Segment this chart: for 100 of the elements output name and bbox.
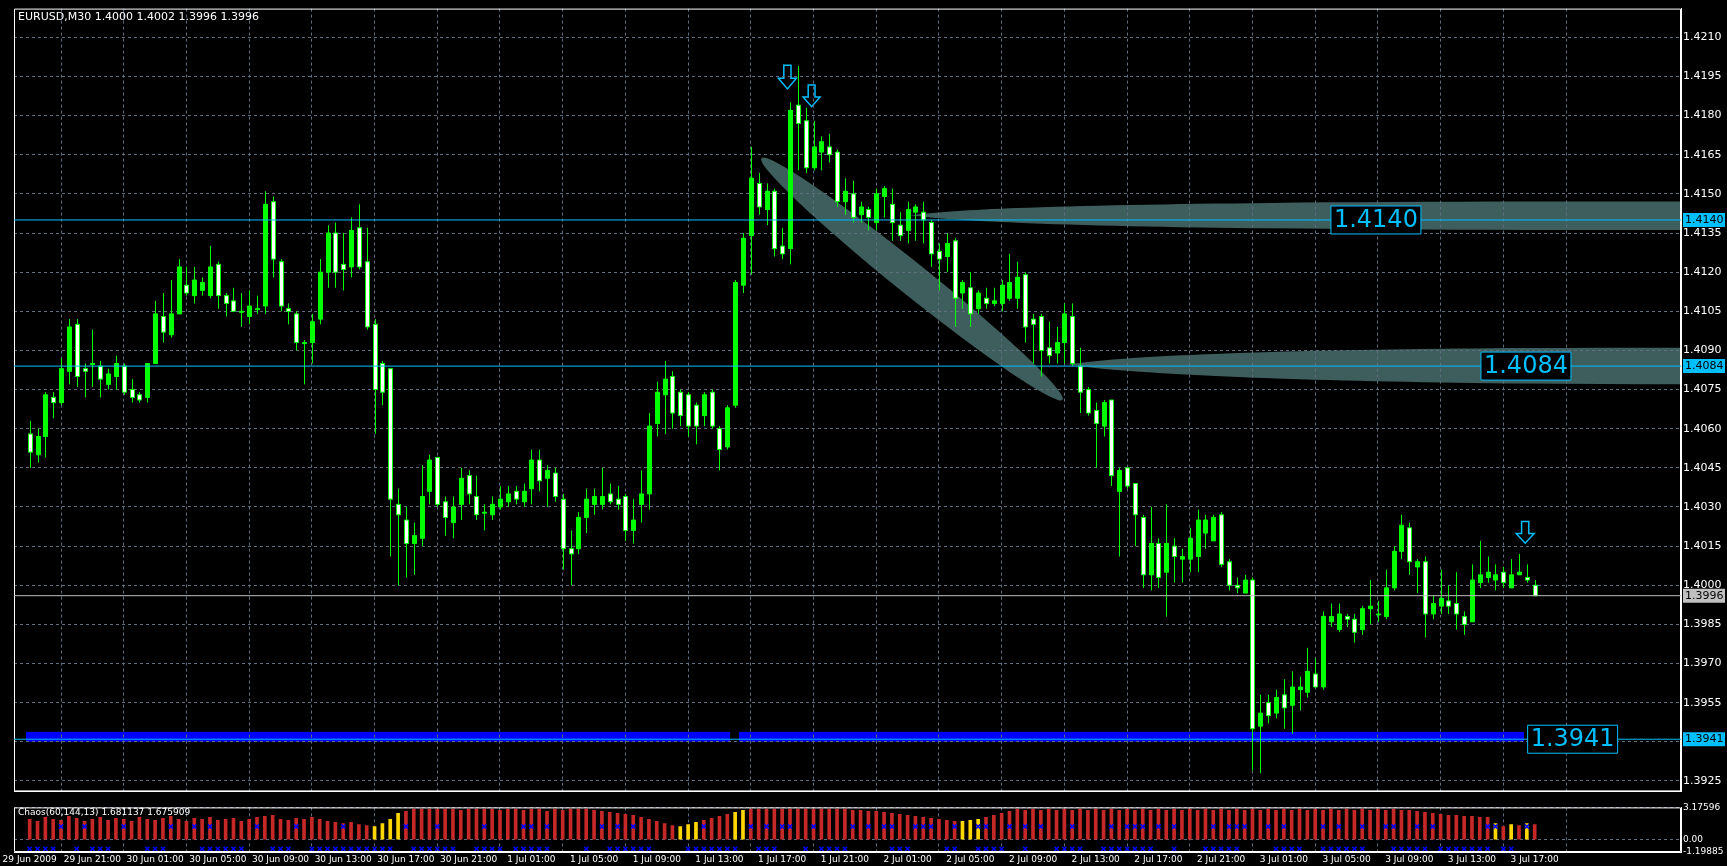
x-tick-label: 30 Jun 13:00	[314, 853, 373, 864]
x-tick-label: 2 Jul 09:00	[1008, 853, 1058, 864]
y-tick-label: 1.3955	[1683, 695, 1722, 709]
bar	[968, 820, 973, 840]
bar	[1289, 809, 1294, 840]
y-tick-label: 1.4060	[1683, 421, 1722, 435]
y-tick-label: 1.4075	[1683, 382, 1722, 396]
bar	[411, 808, 416, 840]
bar	[1086, 809, 1090, 840]
bar	[153, 820, 157, 840]
y-tick-label: 1.4135	[1683, 225, 1722, 239]
y-tick-label: 1.3970	[1683, 656, 1722, 670]
x-tick-label: 1 Jul 01:00	[507, 853, 556, 864]
bar	[506, 808, 510, 840]
candlestick	[83, 362, 88, 398]
candlestick	[819, 135, 824, 171]
y-tick-label: 1.4150	[1683, 186, 1722, 200]
y-tick-label: 1.4105	[1683, 304, 1722, 318]
x-tick-label: 2 Jul 13:00	[1071, 853, 1121, 864]
bar	[247, 819, 251, 840]
candlestick	[1446, 584, 1451, 615]
bar	[944, 820, 949, 840]
candlestick	[592, 488, 597, 516]
bar	[937, 819, 941, 840]
candlestick	[913, 203, 918, 242]
x-tick-label: 29 Jun 2009	[2, 853, 58, 864]
y-tick-label: -1.19885	[1683, 846, 1724, 857]
bar	[1376, 808, 1380, 840]
candlestick	[443, 496, 448, 537]
ref-line-label: 1.3941	[1530, 724, 1615, 753]
bar	[1313, 808, 1318, 840]
candlestick	[1039, 313, 1044, 378]
bar	[1274, 809, 1278, 840]
candlestick	[600, 467, 605, 511]
bar	[310, 817, 314, 840]
bar	[270, 814, 275, 840]
y-tick-label: 1.4180	[1683, 108, 1722, 122]
bar	[215, 820, 220, 840]
y-tick-label: 1.4030	[1683, 499, 1722, 513]
bar	[200, 819, 204, 840]
bar	[498, 809, 502, 840]
x-tick-label: 29 Jun 21:00	[63, 853, 122, 864]
bar	[114, 818, 118, 840]
bar	[51, 819, 56, 840]
x-tick-label: 3 Jul 01:00	[1259, 853, 1309, 864]
candlestick	[1227, 558, 1232, 591]
bar	[443, 808, 447, 840]
bar	[317, 819, 322, 840]
x-tick-label: 1 Jul 21:00	[820, 853, 870, 864]
bar	[1180, 809, 1184, 840]
bar	[161, 818, 165, 840]
bar	[647, 819, 651, 840]
candlestick	[1086, 386, 1091, 417]
candlestick	[1493, 563, 1498, 591]
bar	[1031, 808, 1035, 840]
x-tick-label: 30 Jun 09:00	[251, 853, 310, 864]
candlestick	[412, 522, 417, 576]
bar	[1509, 824, 1513, 840]
candlestick	[224, 292, 229, 317]
x-tick-label: 3 Jul 17:00	[1510, 853, 1560, 864]
chart-title: EURUSD,M30 1.4000 1.4002 1.3996 1.3996	[18, 9, 260, 23]
bar	[106, 820, 110, 840]
candlestick	[686, 391, 691, 438]
bar	[27, 819, 32, 840]
bar	[897, 813, 902, 840]
y-tick-label: 1.4045	[1683, 460, 1722, 474]
bar	[263, 816, 267, 840]
candlestick	[851, 180, 856, 224]
bar	[560, 809, 565, 840]
bar	[1532, 824, 1537, 840]
bar	[796, 808, 800, 840]
candlestick	[953, 237, 958, 328]
x-tick-label: 1 Jul 05:00	[569, 853, 619, 864]
candlestick	[639, 469, 644, 524]
bar	[364, 825, 369, 840]
y-tick-label: 1.4195	[1683, 69, 1722, 83]
x-tick-label: 30 Jun 21:00	[440, 853, 498, 864]
bar	[733, 811, 737, 840]
candlestick	[388, 368, 393, 558]
bar	[451, 808, 455, 840]
x-tick-label: 2 Jul 01:00	[883, 853, 932, 864]
bar	[584, 808, 589, 840]
candlestick	[1462, 610, 1467, 636]
y-tick-label: 1.3985	[1683, 617, 1722, 631]
candlestick	[623, 493, 628, 542]
candlestick	[1125, 467, 1130, 490]
bar	[741, 809, 745, 840]
y-tick-label: 0.00	[1683, 834, 1704, 845]
bar	[1501, 826, 1506, 840]
bar	[458, 809, 463, 840]
bar	[1454, 814, 1459, 840]
bar	[592, 809, 596, 840]
bar	[835, 808, 839, 840]
candlestick	[271, 195, 276, 278]
bar	[874, 810, 879, 840]
candlestick	[1180, 548, 1185, 584]
candlestick	[882, 185, 887, 218]
bar	[1470, 816, 1474, 840]
candlestick	[200, 276, 205, 297]
bar	[694, 822, 698, 840]
